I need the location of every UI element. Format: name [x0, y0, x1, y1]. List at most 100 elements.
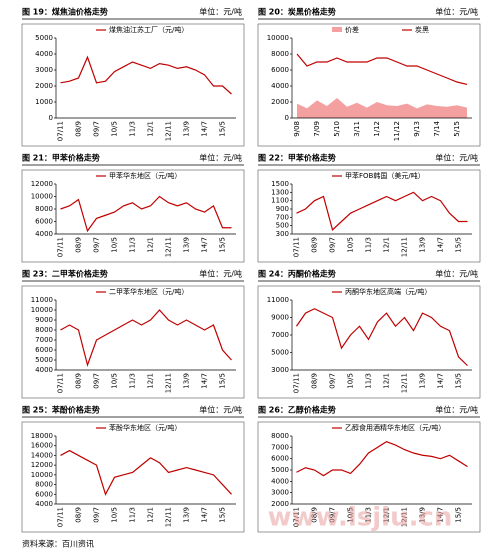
x-tick-label: 12/11 — [401, 507, 409, 527]
x-tick-label: 14/7 — [437, 237, 445, 253]
x-tick-label: 13/9 — [183, 373, 191, 389]
figure-caption: 图 26：乙醇价格走势 — [258, 405, 336, 415]
y-tick-label: 3000 — [35, 66, 53, 74]
x-tick-label: 10/5 — [347, 373, 355, 389]
x-tick-label: 14/7 — [437, 373, 445, 389]
unit-label: 单位：元/吨 — [199, 269, 242, 279]
unit-label: 单位：元/吨 — [435, 153, 478, 163]
source-note: 资料来源：百川资讯 — [22, 539, 94, 549]
x-tick-label: 12/1 — [383, 237, 391, 253]
y-tick-label: 10000 — [31, 193, 53, 201]
y-tick-label: 5000 — [35, 356, 53, 364]
figure-caption: 图 21：甲苯价格走势 — [22, 153, 100, 163]
series-line — [296, 191, 468, 231]
y-tick-label: 7000 — [271, 443, 289, 451]
y-tick-label: 7000 — [271, 331, 289, 339]
figure-caption: 图 25：苯酚价格走势 — [22, 405, 100, 415]
chart-frame — [257, 421, 481, 533]
figure-caption: 图 24：丙酮价格走势 — [258, 269, 336, 279]
x-tick-label: 07/11 — [57, 237, 65, 257]
y-tick-label: 2000 — [35, 82, 53, 90]
x-tick-label: 09/7 — [93, 237, 101, 253]
x-tick-label: 11/3 — [129, 121, 137, 137]
y-tick-label: 0 — [285, 114, 289, 122]
legend-label: 丙酮华东地区高端（元/吨） — [345, 287, 431, 296]
x-tick-label: 12/11 — [165, 237, 173, 257]
figure-caption: 图 20：炭黑价格走势 — [258, 7, 336, 17]
y-tick-label: 11000 — [267, 296, 289, 304]
y-tick-label: 9000 — [271, 314, 289, 322]
x-tick-label: 7/09 — [313, 121, 321, 137]
x-tick-label: 13/9 — [419, 237, 427, 253]
x-tick-label: 09/7 — [93, 373, 101, 389]
x-tick-label: 12/11 — [165, 373, 173, 393]
y-tick-label: 6000 — [35, 490, 53, 498]
series-line — [60, 449, 232, 496]
x-tick-label: 12/1 — [147, 373, 155, 389]
unit-label: 单位：元/吨 — [435, 405, 478, 415]
x-tick-label: 07/11 — [57, 373, 65, 393]
x-tick-label: 07/11 — [293, 237, 301, 257]
x-tick-label: 11/3 — [129, 373, 137, 389]
legend-label: 价差 — [345, 25, 359, 34]
x-tick-label: 15/5 — [219, 121, 227, 137]
x-tick-label: 10/5 — [347, 237, 355, 253]
x-tick-label: 14/7 — [201, 237, 209, 253]
x-tick-label: 3/11 — [353, 121, 361, 137]
x-tick-label: 14/7 — [201, 507, 209, 523]
x-tick-label: 13/9 — [183, 507, 191, 523]
y-tick-label: 18000 — [31, 432, 53, 440]
y-tick-label: 4000 — [35, 230, 53, 238]
x-tick-label: 13/9 — [419, 507, 427, 523]
legend-swatch — [332, 27, 342, 32]
x-tick-label: 07/11 — [57, 121, 65, 141]
y-tick-label: 1300 — [271, 188, 289, 196]
y-tick-label: 4000 — [271, 82, 289, 90]
x-tick-label: 12/11 — [165, 507, 173, 527]
y-tick-label: 6000 — [35, 218, 53, 226]
x-tick-label: 15/5 — [455, 237, 463, 253]
y-tick-label: 2000 — [271, 98, 289, 106]
y-tick-label: 6000 — [271, 66, 289, 74]
x-tick-label: 9/13 — [413, 121, 421, 137]
series-line — [60, 55, 232, 95]
x-tick-label: 5/15 — [453, 121, 461, 137]
y-tick-label: 10000 — [31, 471, 53, 479]
unit-label: 单位：元/吨 — [435, 7, 478, 17]
series-line — [60, 309, 232, 368]
y-tick-label: 8000 — [35, 205, 53, 213]
figure-caption: 图 22：甲苯价格走势 — [258, 153, 336, 163]
x-tick-label: 7/14 — [433, 120, 441, 136]
y-tick-label: 1100 — [271, 197, 289, 205]
x-tick-label: 08/9 — [75, 373, 83, 389]
y-tick-label: 4000 — [35, 366, 53, 374]
x-tick-label: 12/1 — [383, 373, 391, 389]
x-tick-label: 9/08 — [293, 121, 301, 137]
x-tick-label: 08/9 — [75, 237, 83, 253]
chart-frame — [21, 285, 245, 399]
chart-frame — [257, 285, 481, 399]
y-tick-label: 300 — [276, 230, 289, 238]
legend-label: 煤焦油江苏工厂（元/吨） — [109, 25, 188, 34]
x-tick-label: 08/9 — [311, 237, 319, 253]
chart-frame — [21, 169, 245, 263]
x-tick-label: 11/3 — [129, 507, 137, 523]
y-tick-label: 5000 — [271, 349, 289, 357]
y-tick-label: 4000 — [35, 500, 53, 508]
y-tick-label: 5000 — [35, 34, 53, 42]
y-tick-label: 5000 — [271, 466, 289, 474]
legend-label: 甲苯华东地区（元/吨） — [109, 171, 181, 180]
x-tick-label: 15/5 — [219, 507, 227, 523]
y-tick-label: 10000 — [267, 34, 289, 42]
y-tick-label: 8000 — [35, 481, 53, 489]
y-tick-label: 2000 — [271, 500, 289, 508]
chart-frame — [21, 23, 245, 147]
x-tick-label: 14/7 — [437, 507, 445, 523]
x-tick-label: 09/7 — [93, 507, 101, 523]
x-tick-label: 11/3 — [129, 237, 137, 253]
x-tick-label: 10/5 — [111, 373, 119, 389]
x-tick-label: 12/1 — [147, 121, 155, 137]
y-tick-label: 7000 — [35, 336, 53, 344]
x-tick-label: 09/7 — [329, 507, 337, 523]
